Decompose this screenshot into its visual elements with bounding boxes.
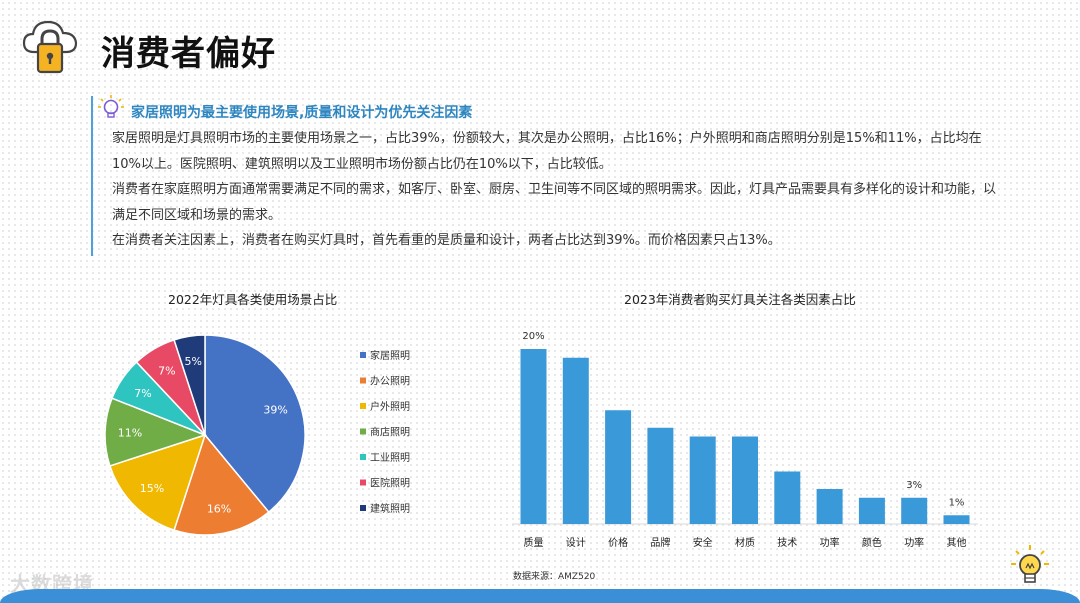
bar-chart: 质量 设计 价格 品牌 安全 材质 技术 功率 颜色 功率 其他 20% 3% 1% [512,331,978,549]
pie-slice-label: 39% [263,404,287,417]
lightbulb-icon [1008,544,1052,592]
x-tick-label: 颜色 [862,536,882,549]
pie-slice [104,397,208,467]
x-tick-label: 设计 [566,536,586,549]
pie-slice [204,334,306,514]
bar [689,436,716,524]
pie-slice-label: 7% [158,364,175,377]
bar [816,489,843,524]
page-title: 消费者偏好 [101,34,276,74]
legend-label: 户外照明 [370,400,410,413]
legend-swatch [360,377,366,384]
bar [605,410,632,524]
x-tick-label: 功率 [904,536,924,549]
pie-slice-label: 16% [207,503,231,516]
x-tick-label: 质量 [524,537,544,549]
legend-swatch [360,403,366,409]
intro-paragraph: 消费者在家庭照明方面通常需要满足不同的需求，如客厅、卧室、厨房、卫生间等不同区域… [112,182,997,223]
pie-slice-label: 7% [134,387,151,400]
bar [943,515,970,524]
bar [520,349,547,524]
legend-label: 办公照明 [370,375,410,388]
bar-data-label: 3% [906,480,922,491]
intro-heading: 家居照明为最主要使用场景,质量和设计为优先关注因素 [131,105,473,121]
x-tick-label: 功率 [820,536,840,549]
x-tick-label: 价格 [608,536,628,549]
intro-paragraph: 在消费者关注因素上，消费者在购买灯具时，首先看重的是质量和设计，两者占比达到39… [112,233,781,249]
bar-chart-title: 2023年消费者购买灯具关注各类因素占比 [624,292,856,307]
x-tick-label: 品牌 [650,536,670,549]
x-tick-label: 材质 [735,536,755,549]
legend-swatch [360,479,366,486]
bar [901,497,928,524]
legend-swatch [360,505,366,511]
legend-swatch [360,352,366,358]
bar-data-label: 20% [522,331,544,342]
legend-swatch [360,454,366,460]
legend-label: 商店照明 [370,426,410,439]
bar [562,357,589,524]
pie-slice [173,433,270,536]
pie-slice-label: 15% [140,482,164,495]
intro-section [91,96,1013,256]
bar-data-label: 1% [949,497,965,508]
footer-bar [0,589,1080,603]
pie-chart: 39% 16% 15% 11% 7% 7% 5% 家居照明办公照明户外照明商店照明工业照明医院… [104,334,410,536]
data-source: 数据来源：AMZ520 [513,572,596,582]
x-tick-label: 技术 [777,536,797,549]
legend-swatch [360,428,366,435]
pie-slice-label: 11% [118,427,142,440]
bar [647,427,674,524]
legend-label: 建筑照明 [370,502,410,515]
pie-chart-title: 2022年灯具各类使用场景占比 [168,292,338,307]
bar [732,436,758,524]
x-tick-label: 安全 [693,536,713,549]
intro-paragraph: 家居照明是灯具照明市场的主要使用场景之一，占比39%，份额较大，其次是办公照明，… [112,131,982,172]
pie-slice [173,334,206,436]
legend-label: 家居照明 [370,349,410,362]
cloud-lock-icon [18,12,82,76]
bar [774,471,801,524]
legend-label: 工业照明 [370,452,410,464]
pie-slice-label: 5% [185,355,202,368]
bar [858,497,885,524]
intro-body: 家居照明是灯具照明市场的主要使用场景之一，占比39%，份额较大，其次是办公照明，… [112,126,1002,254]
legend-label: 医院照明 [370,477,410,490]
x-tick-label: 其他 [947,536,967,549]
lightbulb-icon [96,93,126,123]
